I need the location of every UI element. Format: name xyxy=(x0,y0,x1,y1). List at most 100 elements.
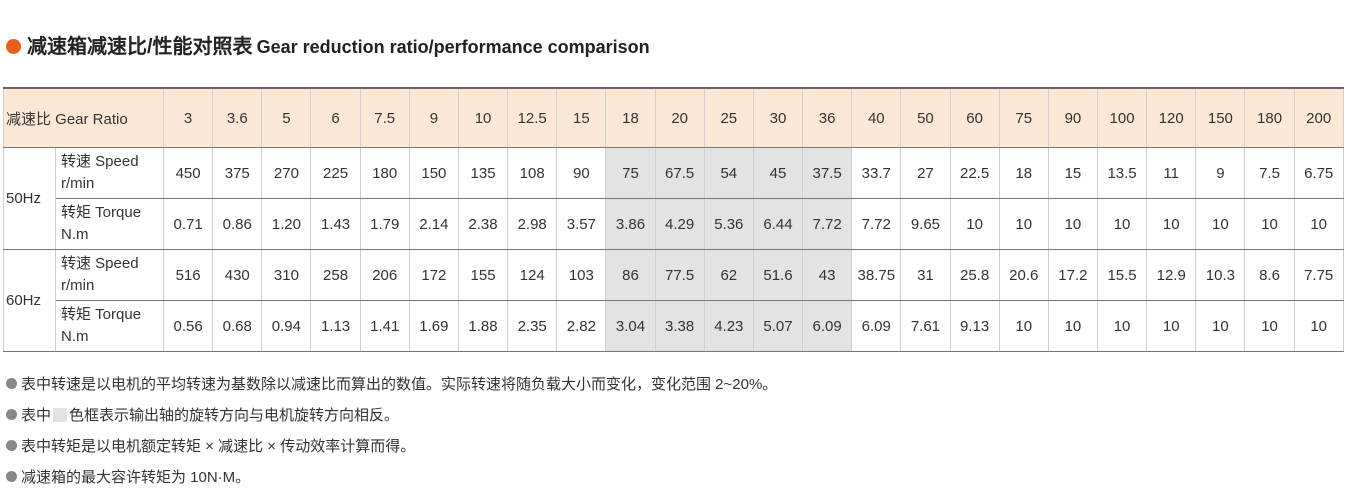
cell: 2.14 xyxy=(408,198,459,250)
cell: 5.07 xyxy=(752,300,804,352)
cell: 45 xyxy=(752,147,804,199)
cell: 4.29 xyxy=(654,198,705,250)
row-name: 转速 Speed xyxy=(61,153,139,170)
bullet xyxy=(6,440,17,451)
cell: 108 xyxy=(507,147,558,199)
header-row: 减速比 Gear Ratio 3 3.6 5 6 7.5 9 10 12.5 15 18 20 25 30… xyxy=(2,87,1344,148)
ratio: 120 xyxy=(1146,87,1197,148)
cell: 15 xyxy=(1047,147,1098,199)
data-row: 50Hz 转速 Speed r/min 450 375 270 225 180 150 135 10… xyxy=(3,147,1344,250)
color-swatch xyxy=(53,408,68,422)
ratio: 90 xyxy=(1047,87,1098,148)
cell: 450 xyxy=(163,147,214,199)
cell: 4.23 xyxy=(703,300,754,352)
ratio-table: 减速比 Gear Ratio 3 3.6 5 6 7.5 9 10 12.5 15 18 20 25 30… xyxy=(2,87,1344,352)
note: 表中 色框表示输出轴的旋转方向与电机旋转方向相反。 xyxy=(6,403,777,434)
ratio: 6 xyxy=(310,87,361,148)
cell: 8.6 xyxy=(1244,249,1295,301)
row-unit: N.m xyxy=(61,328,89,345)
cell: 33.7 xyxy=(851,147,902,199)
bullet xyxy=(6,409,17,420)
cell: 430 xyxy=(212,249,263,301)
cell: 10 xyxy=(1146,198,1197,250)
ratio: 100 xyxy=(1096,87,1148,148)
ratio: 10 xyxy=(457,87,509,148)
cell: 7.72 xyxy=(802,198,853,250)
cell: 1.69 xyxy=(408,300,459,352)
header-label: 减速比 Gear Ratio xyxy=(2,87,165,148)
ratio: 25 xyxy=(703,87,754,148)
cell: 10 xyxy=(1244,300,1295,352)
bullet xyxy=(6,378,17,389)
note: 表中转速是以电机的平均转速为基数除以减速比而算出的数值。实际转速将随负载大小而变… xyxy=(6,372,777,403)
cell: 0.94 xyxy=(261,300,312,352)
cell: 516 xyxy=(163,249,214,301)
cell: 5.36 xyxy=(703,198,754,250)
cell: 225 xyxy=(310,147,361,199)
cell: 10 xyxy=(1047,300,1098,352)
cell: 10 xyxy=(1146,300,1197,352)
cell: 9.65 xyxy=(900,198,951,250)
cell: 10.3 xyxy=(1195,249,1246,301)
cell: 0.68 xyxy=(212,300,263,352)
cell: 270 xyxy=(261,147,312,199)
cell: 310 xyxy=(261,249,312,301)
note-text: 表中转速是以电机的平均转速为基数除以减速比而算出的数值。实际转速将随负载大小而变… xyxy=(21,376,778,393)
cell: 3.57 xyxy=(556,198,607,250)
bullet xyxy=(6,471,17,482)
cell: 12.9 xyxy=(1146,249,1197,301)
cell: 9 xyxy=(1195,147,1246,199)
cell: 3.04 xyxy=(605,300,656,352)
note: 表中转矩是以电机额定转矩 × 减速比 × 传动效率计算而得。 xyxy=(6,434,777,465)
cell: 54 xyxy=(703,147,754,199)
note-text: 表中 xyxy=(21,407,52,424)
frequency: 60Hz xyxy=(3,249,56,352)
cell: 1.13 xyxy=(310,300,361,352)
ratio: 18 xyxy=(605,87,656,148)
row-label: 转速 Speed r/min xyxy=(54,147,165,199)
row-unit: N.m xyxy=(61,226,89,243)
data-row: 转矩 Torque N.m 0.56 0.68 0.94 1.13 1.41 1.69 1.88… xyxy=(4,300,1344,352)
note-text: 表中转矩是以电机额定转矩 × 减速比 × 传动效率计算而得。 xyxy=(21,438,416,455)
cell: 1.20 xyxy=(261,198,312,250)
cell: 10 xyxy=(1195,300,1246,352)
cell: 0.56 xyxy=(163,300,214,352)
cell: 3.86 xyxy=(605,198,656,250)
cell: 155 xyxy=(457,249,509,301)
title-cn: 减速箱减速比/性能对照表 xyxy=(27,36,253,58)
cell: 7.5 xyxy=(1244,147,1295,199)
note-text: 减速箱的最大容许转矩为 10N·M。 xyxy=(21,469,251,486)
ratio: 3 xyxy=(163,87,214,148)
cell: 135 xyxy=(457,147,509,199)
cell: 172 xyxy=(408,249,459,301)
cell: 10 xyxy=(1244,198,1295,250)
cell: 43 xyxy=(802,249,853,301)
note: 减速箱的最大容许转矩为 10N·M。 xyxy=(6,465,777,496)
cell: 10 xyxy=(1096,198,1148,250)
cell: 10 xyxy=(1195,198,1246,250)
cell: 6.44 xyxy=(752,198,804,250)
cell: 27 xyxy=(900,147,951,199)
cell: 9.13 xyxy=(949,300,1000,352)
ratio: 75 xyxy=(998,87,1049,148)
title-en: Gear reduction ratio/performance compari… xyxy=(256,37,650,57)
row-name: 转矩 Torque xyxy=(61,306,142,323)
cell: 6.09 xyxy=(851,300,902,352)
data-row: 转矩 Torque N.m 0.71 0.86 1.20 1.43 1.79 2.14 2.38… xyxy=(4,198,1344,250)
cell: 10 xyxy=(949,198,1000,250)
ratio: 15 xyxy=(556,87,607,148)
cell: 2.82 xyxy=(556,300,607,352)
cell: 90 xyxy=(556,147,607,199)
cell: 10 xyxy=(998,300,1049,352)
cell: 25.8 xyxy=(949,249,1000,301)
cell: 15.5 xyxy=(1096,249,1148,301)
notes: 表中转速是以电机的平均转速为基数除以减速比而算出的数值。实际转速将随负载大小而变… xyxy=(6,372,777,496)
cell: 6.09 xyxy=(802,300,853,352)
note-text: 色框表示输出轴的旋转方向与电机旋转方向相反。 xyxy=(69,407,400,424)
ratio: 12.5 xyxy=(507,87,558,148)
cell: 62 xyxy=(703,249,754,301)
cell: 38.75 xyxy=(851,249,902,301)
cell: 124 xyxy=(507,249,558,301)
cell: 258 xyxy=(310,249,361,301)
cell: 37.5 xyxy=(802,147,853,199)
